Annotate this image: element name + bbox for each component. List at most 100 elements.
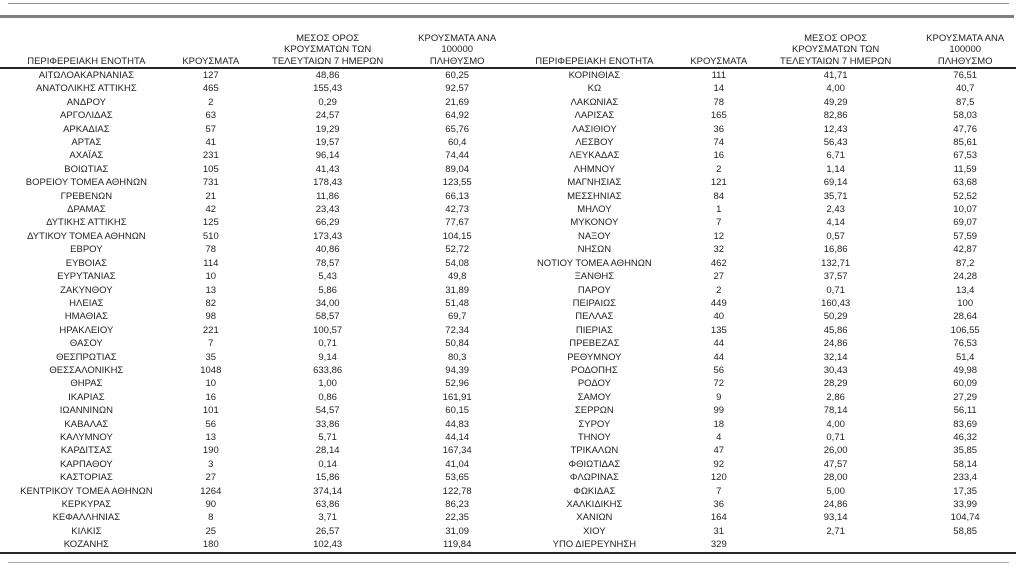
cases-cell: 42 bbox=[205, 204, 217, 216]
cases-cell: 41 bbox=[205, 137, 217, 149]
table-row: ΑΡΓΟΛΙΔΑΣ 63 24,57 64,92 bbox=[0, 109, 508, 122]
per100k-cell: 51,48 bbox=[445, 297, 470, 309]
region-cell: ΣΑΜΟΥ bbox=[577, 391, 612, 403]
cases-cell: 27 bbox=[713, 271, 725, 283]
avg7-cell: 41,71 bbox=[823, 70, 848, 81]
per100k-cell: 42,87 bbox=[953, 244, 978, 256]
avg7-cell: 633,86 bbox=[313, 364, 343, 376]
region-cell: ΛΑΣΙΘΙΟΥ bbox=[572, 123, 617, 135]
per100k-cell: 49,8 bbox=[447, 271, 467, 283]
cases-cell: 7 bbox=[208, 338, 214, 350]
table-row: ΑΙΤΩΛΟΑΚΑΡΝΑΝΙΑΣ 127 48,86 60,25 bbox=[0, 69, 508, 82]
avg7-cell: 5,86 bbox=[318, 284, 337, 296]
table-row: ΧΑΛΚΙΔΙΚΗΣ 36 24,86 33,99 bbox=[508, 498, 1016, 511]
avg7-cell: 26,57 bbox=[315, 525, 340, 537]
avg7-cell: 12,43 bbox=[823, 123, 848, 135]
table-row: ΔΥΤΙΚΗΣ ΑΤΤΙΚΗΣ 125 66,29 77,67 bbox=[0, 216, 508, 229]
region-cell: ΚΑΛΥΜΝΟΥ bbox=[59, 431, 113, 443]
cases-cell: 120 bbox=[710, 472, 727, 484]
cases-cell: 72 bbox=[713, 378, 725, 390]
header-region: ΠΕΡΙΦΕΡΕΙΑΚΗ ΕΝΟΤΗΤΑ bbox=[535, 55, 654, 67]
cases-cell: 16 bbox=[713, 150, 725, 162]
cases-cell: 82 bbox=[205, 297, 217, 309]
table-row: ΣΑΜΟΥ 9 2,86 27,29 bbox=[508, 391, 1016, 404]
per100k-cell: 21,69 bbox=[445, 96, 470, 108]
per100k-cell: 87,2 bbox=[955, 257, 975, 269]
table-row: ΒΟΡΕΙΟΥ ΤΟΜΕΑ ΑΘΗΝΩΝ 731 178,43 123,55 bbox=[0, 176, 508, 189]
per100k-cell: 11,59 bbox=[953, 163, 977, 175]
table-row: ΛΑΚΩΝΙΑΣ 78 49,29 87,5 bbox=[508, 96, 1016, 109]
table-row: ΘΑΣΟΥ 7 0,71 50,84 bbox=[0, 337, 508, 350]
table-row: ΘΕΣΠΡΩΤΙΑΣ 35 9,14 80,3 bbox=[0, 351, 508, 364]
avg7-cell: 34,00 bbox=[315, 297, 340, 309]
bottom-dark-rule bbox=[0, 552, 1016, 554]
cases-cell: 57 bbox=[205, 123, 217, 135]
cases-cell: 90 bbox=[205, 499, 217, 510]
region-cell: ΝΑΞΟΥ bbox=[577, 230, 611, 242]
per100k-cell: 35,85 bbox=[953, 445, 978, 457]
per100k-cell: 58,03 bbox=[953, 110, 978, 122]
per100k-cell: 42,73 bbox=[445, 204, 470, 216]
region-cell: ΗΜΑΘΙΑΣ bbox=[64, 311, 108, 323]
per100k-cell: 41,04 bbox=[445, 458, 470, 470]
cases-cell: 47 bbox=[713, 445, 725, 457]
per100k-cell: 58,14 bbox=[953, 458, 978, 470]
table-row: ΞΑΝΘΗΣ 27 37,57 24,28 bbox=[508, 270, 1016, 283]
cases-table-right: ΠΕΡΙΦΕΡΕΙΑΚΗ ΕΝΟΤΗΤΑ ΚΡΟΥΣΜΑΤΑ ΜΕΣΟΣ ΟΡΟ… bbox=[508, 25, 1016, 552]
region-cell: ΞΑΝΘΗΣ bbox=[574, 271, 615, 283]
per100k-cell: 57,59 bbox=[953, 230, 978, 242]
cases-cell: 78 bbox=[713, 96, 725, 108]
avg7-cell: 56,43 bbox=[823, 137, 848, 149]
table-row: ΜΗΛΟΥ 1 2,43 10,07 bbox=[508, 203, 1016, 216]
table-row: ΘΗΡΑΣ 10 1,00 52,96 bbox=[0, 377, 508, 390]
cases-cell: 329 bbox=[710, 539, 727, 551]
table-header-left: ΠΕΡΙΦΕΡΕΙΑΚΗ ΕΝΟΤΗΤΑ ΚΡΟΥΣΜΑΤΑ ΜΕΣΟΣ ΟΡΟ… bbox=[0, 25, 508, 69]
region-cell: ΚΕΦΑΛΛΗΝΙΑΣ bbox=[52, 512, 121, 524]
cases-cell: 9 bbox=[716, 391, 722, 403]
avg7-cell: 2,86 bbox=[826, 391, 845, 403]
per100k-cell: 60,09 bbox=[953, 378, 978, 390]
header-cases: ΚΡΟΥΣΜΑΤΑ bbox=[690, 55, 748, 67]
avg7-cell: 9,14 bbox=[318, 351, 337, 363]
cases-cell: 27 bbox=[205, 472, 217, 484]
region-cell: ΗΛΕΙΑΣ bbox=[69, 297, 104, 309]
region-cell: ΡΟΔΟΠΗΣ bbox=[571, 364, 618, 376]
per100k-cell: 119,84 bbox=[443, 539, 472, 551]
per100k-cell: 50,84 bbox=[445, 338, 470, 350]
table-row: ΜΑΓΝΗΣΙΑΣ 121 69,14 63,68 bbox=[508, 176, 1016, 189]
region-cell: ΠΡΕΒΕΖΑΣ bbox=[569, 338, 620, 350]
per100k-cell: 233,4 bbox=[953, 472, 978, 484]
cases-cell: 18 bbox=[713, 418, 725, 430]
table-row: ΚΟΖΑΝΗΣ 180 102,43 119,84 bbox=[0, 538, 508, 551]
cases-cell: 13 bbox=[205, 431, 217, 443]
per100k-cell: 52,72 bbox=[445, 244, 470, 256]
avg7-cell: 160,43 bbox=[821, 297, 851, 309]
per100k-cell: 10,07 bbox=[953, 204, 978, 216]
per100k-cell: 27,29 bbox=[953, 391, 978, 403]
region-cell: ΒΟΡΕΙΟΥ ΤΟΜΕΑ ΑΘΗΝΩΝ bbox=[25, 177, 147, 189]
region-cell: ΠΑΡΟΥ bbox=[577, 284, 611, 296]
per100k-cell: 49,98 bbox=[953, 364, 978, 376]
per100k-cell: 66,13 bbox=[445, 190, 470, 202]
avg7-cell: 96,14 bbox=[315, 150, 340, 162]
header-avg7: ΜΕΣΟΣ ΟΡΟΣ ΚΡΟΥΣΜΑΤΩΝ ΤΩΝ ΤΕΛΕΥΤΑΙΩΝ 7 Η… bbox=[780, 32, 892, 67]
cases-cell: 44 bbox=[713, 338, 725, 350]
per100k-cell: 104,15 bbox=[442, 230, 472, 242]
per100k-cell: 106,55 bbox=[950, 324, 980, 336]
avg7-cell: 78,57 bbox=[315, 257, 340, 269]
region-cell: ΚΟΡΙΝΘΙΑΣ bbox=[568, 70, 621, 81]
avg7-cell: 82,86 bbox=[823, 110, 848, 122]
table-row: ΠΑΡΟΥ 2 0,71 13,4 bbox=[508, 284, 1016, 297]
region-cell: ΘΕΣΠΡΩΤΙΑΣ bbox=[56, 351, 117, 363]
per100k-cell: 86,23 bbox=[445, 499, 470, 510]
cases-cell: 2 bbox=[716, 284, 722, 296]
per100k-cell: 47,76 bbox=[953, 123, 978, 135]
avg7-cell: 78,14 bbox=[823, 405, 848, 417]
per100k-cell: 92,57 bbox=[445, 83, 470, 95]
per100k-cell: 123,55 bbox=[442, 177, 472, 189]
cases-cell: 121 bbox=[710, 177, 727, 189]
per100k-cell: 17,35 bbox=[953, 485, 978, 497]
table-row: ΝΗΣΩΝ 32 16,86 42,87 bbox=[508, 243, 1016, 256]
region-cell: ΑΡΤΑΣ bbox=[71, 137, 102, 149]
cases-cell: 14 bbox=[713, 83, 725, 95]
